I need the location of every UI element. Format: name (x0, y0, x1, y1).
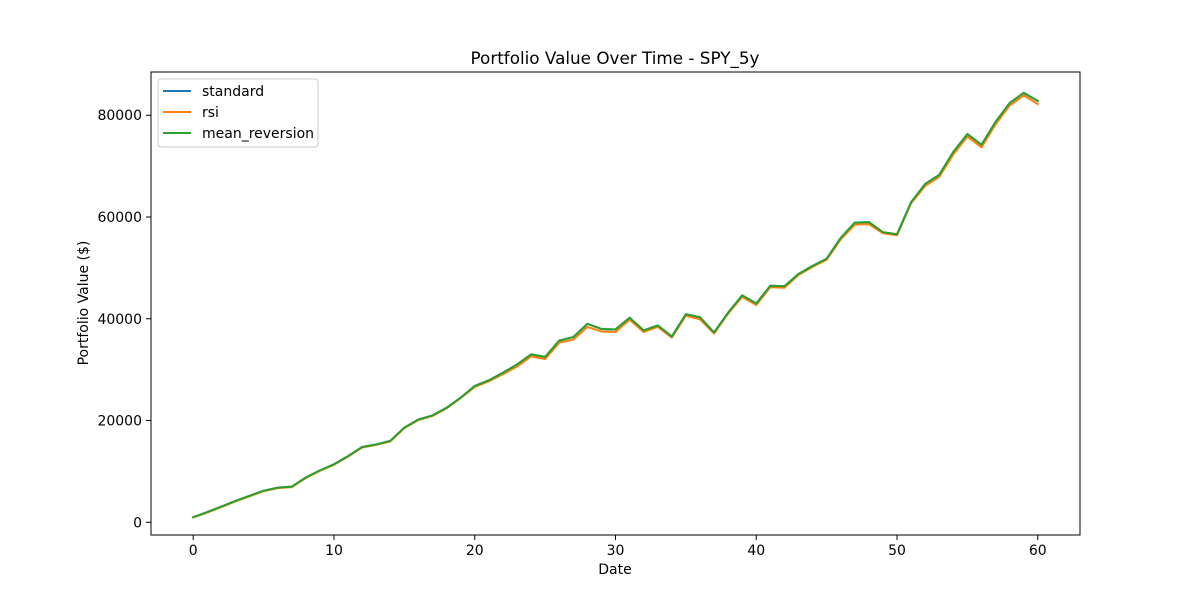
x-tick-label: 50 (888, 543, 906, 559)
legend-box (157, 78, 319, 148)
y-tick-label: 80000 (97, 108, 142, 124)
y-axis: 0 20000 40000 60000 80000 (97, 108, 151, 531)
series-line-mean-reversion (191, 91, 1040, 519)
x-tick-label: 10 (325, 543, 343, 559)
x-tick-label: 20 (466, 543, 484, 559)
x-axis-label: Date (598, 562, 631, 578)
x-tick-label: 30 (607, 543, 625, 559)
x-tick-label: 60 (1029, 543, 1047, 559)
y-tick-label: 60000 (97, 210, 142, 226)
y-tick-label: 0 (133, 515, 142, 531)
x-axis: 0 10 20 30 40 50 60 (189, 535, 1047, 559)
legend: standard rsi mean_reversion (157, 78, 319, 148)
y-tick-label: 40000 (97, 312, 142, 328)
legend-label-standard: standard (202, 84, 264, 100)
y-tick-label: 20000 (97, 414, 142, 430)
x-tick-label: 0 (189, 543, 198, 559)
legend-label-rsi: rsi (202, 105, 219, 121)
legend-label-mean-reversion: mean_reversion (202, 126, 314, 142)
chart-title: Portfolio Value Over Time - SPY_5y (471, 48, 760, 69)
x-tick-label: 40 (747, 543, 765, 559)
y-axis-label: Portfolio Value ($) (76, 241, 92, 366)
series-layer (191, 91, 1040, 519)
